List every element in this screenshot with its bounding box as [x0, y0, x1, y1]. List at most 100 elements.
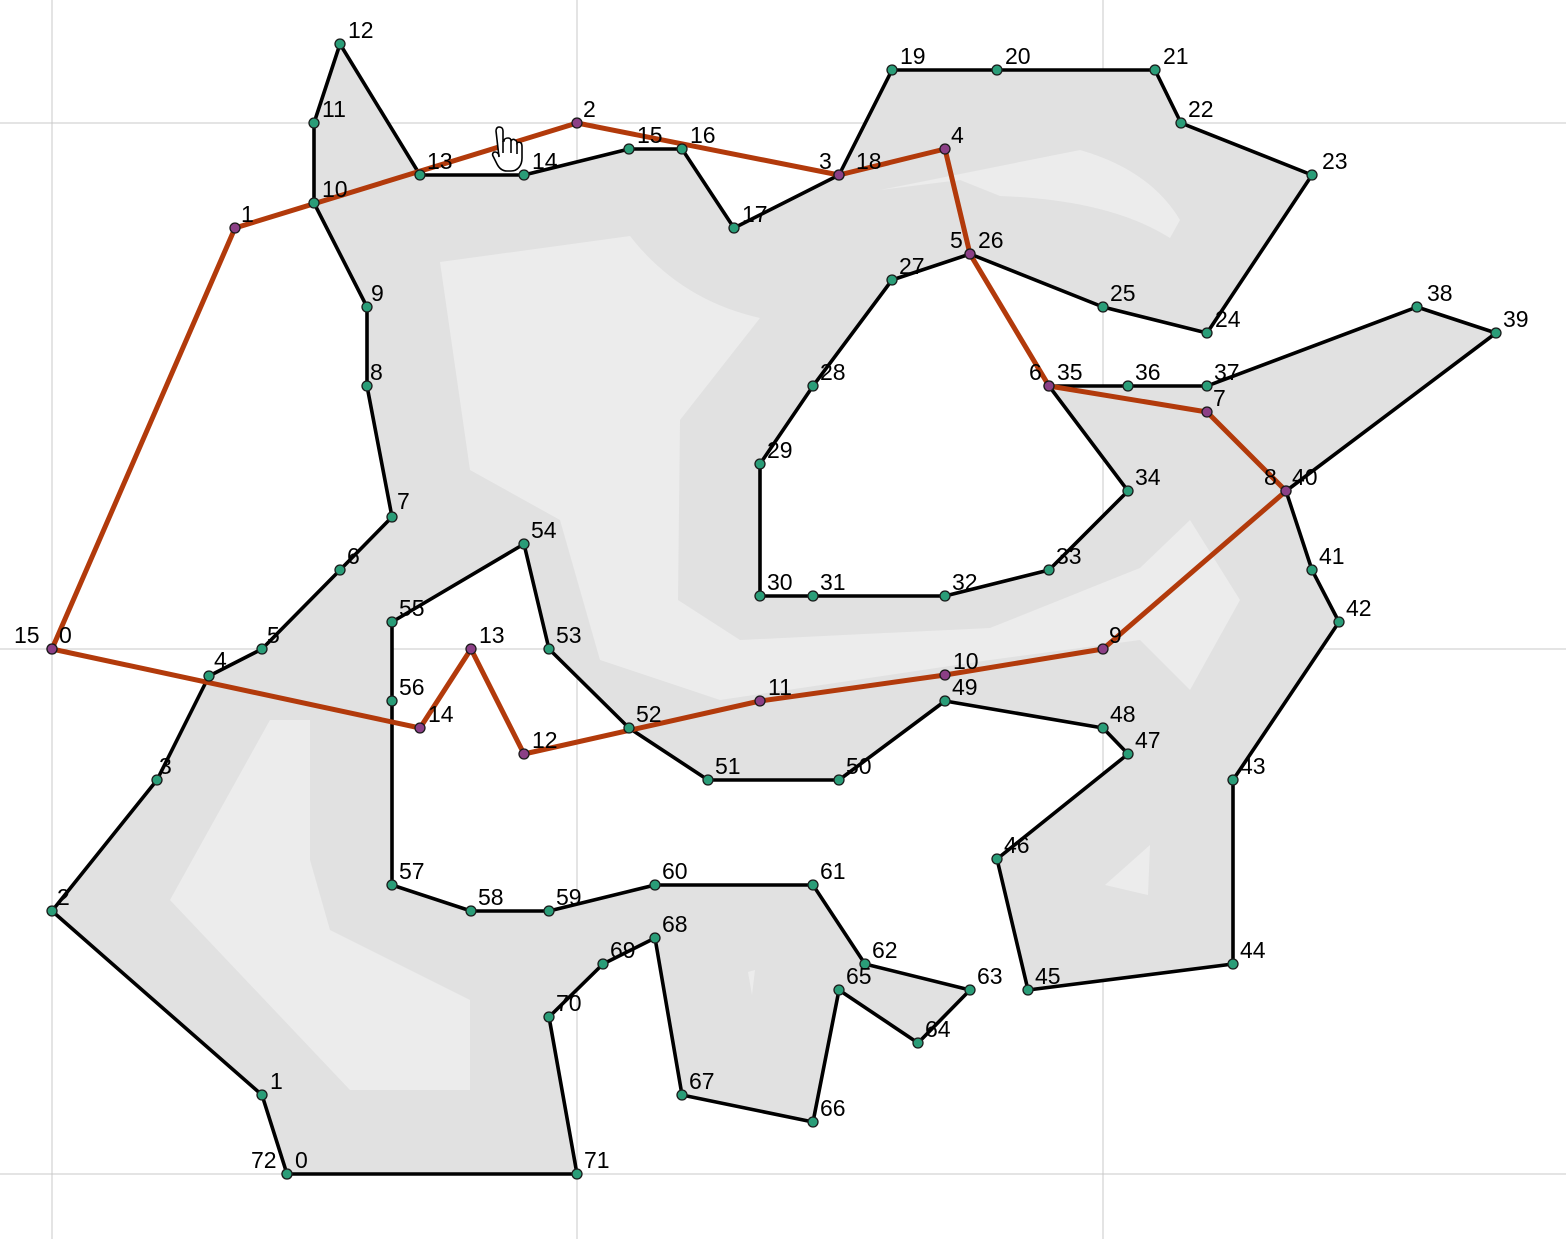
polygon-vertex[interactable]: [623, 143, 635, 155]
polygon-vertex[interactable]: [1122, 748, 1134, 760]
polygon-vertex[interactable]: [1149, 64, 1161, 76]
polygon-vertex[interactable]: [1333, 616, 1345, 628]
polygon-edge: [338, 42, 422, 177]
polygon-vertex[interactable]: [1097, 722, 1109, 734]
route-vertex[interactable]: [229, 222, 241, 234]
polygon-vertex[interactable]: [649, 932, 661, 944]
polygon-vertex[interactable]: [1122, 380, 1134, 392]
polygon-vertex[interactable]: [676, 1089, 688, 1101]
polygon-vertex[interactable]: [151, 774, 163, 786]
polygon-vertex[interactable]: [754, 590, 766, 602]
polygon-vertex[interactable]: [1043, 564, 1055, 576]
polygon-vertex[interactable]: [203, 670, 215, 682]
route-edge: [967, 251, 1052, 389]
polygon-vertex[interactable]: [833, 984, 845, 996]
route-vertex[interactable]: [964, 248, 976, 260]
route-vertex-label: 14: [428, 701, 454, 727]
polygon-vertex[interactable]: [1022, 984, 1034, 996]
polygon-vertex[interactable]: [386, 879, 398, 891]
polygon-vertex[interactable]: [1227, 958, 1239, 970]
polygon-vertex[interactable]: [1097, 301, 1109, 313]
route-vertex[interactable]: [833, 169, 845, 181]
route-vertex[interactable]: [1097, 643, 1109, 655]
polygon-vertex[interactable]: [465, 905, 477, 917]
route-vertex[interactable]: [414, 722, 426, 734]
route-vertex-label: 4: [951, 122, 964, 148]
polygon-vertex[interactable]: [886, 64, 898, 76]
route-vertex[interactable]: [465, 643, 477, 655]
polygon-vertex[interactable]: [543, 1011, 555, 1023]
polygon-vertex-label: 5: [267, 622, 280, 648]
polygon-vertex[interactable]: [807, 590, 819, 602]
route-vertex[interactable]: [46, 643, 58, 655]
polygon-vertex[interactable]: [46, 905, 58, 917]
route-vertex[interactable]: [939, 669, 951, 681]
polygon-vertex[interactable]: [912, 1037, 924, 1049]
polygon-edge: [1153, 68, 1183, 125]
polygon-vertex[interactable]: [597, 958, 609, 970]
route-vertex[interactable]: [1201, 406, 1213, 418]
route-vertex-label: 5: [950, 227, 963, 253]
polygon-vertex[interactable]: [1201, 327, 1213, 339]
polygon-vertex-label: 36: [1135, 359, 1161, 385]
polygon-vertex[interactable]: [518, 538, 530, 550]
polygon-vertex[interactable]: [991, 853, 1003, 865]
polygon-vertex[interactable]: [702, 774, 714, 786]
polygon-vertex[interactable]: [676, 143, 688, 155]
polygon-vertex[interactable]: [386, 616, 398, 628]
polygon-vertex-label: 33: [1056, 543, 1082, 569]
polygon-vertex[interactable]: [1306, 169, 1318, 181]
polygon-vertex-label: 18: [856, 148, 882, 174]
polygon-vertex-label: 7: [397, 488, 410, 514]
polygon-vertex[interactable]: [833, 774, 845, 786]
route-vertex-label: 15: [14, 622, 40, 648]
polygon-vertex[interactable]: [543, 643, 555, 655]
polygon-vertex[interactable]: [256, 643, 268, 655]
polygon-vertex[interactable]: [1306, 564, 1318, 576]
polygon-vertex[interactable]: [1201, 380, 1213, 392]
polygon-edge: [312, 42, 342, 125]
polygon-vertex[interactable]: [886, 274, 898, 286]
polygon-vertex[interactable]: [649, 879, 661, 891]
polygon-vertex[interactable]: [1490, 327, 1502, 339]
polygon-vertex[interactable]: [518, 169, 530, 181]
polygon-vertex[interactable]: [361, 301, 373, 313]
polygon-edge: [811, 883, 867, 966]
polygon-vertex[interactable]: [728, 222, 740, 234]
polygon-vertex[interactable]: [414, 169, 426, 181]
route-vertex[interactable]: [571, 117, 583, 129]
polygon-vertex[interactable]: [807, 1116, 819, 1128]
polygon-vertex[interactable]: [543, 905, 555, 917]
polygon-vertex[interactable]: [1411, 301, 1423, 313]
polygon-vertex[interactable]: [308, 197, 320, 209]
polygon-vertex[interactable]: [1175, 117, 1187, 129]
polygon-vertex[interactable]: [807, 879, 819, 891]
polygon-vertex[interactable]: [939, 695, 951, 707]
polygon-vertex[interactable]: [1227, 774, 1239, 786]
polygon-vertex[interactable]: [754, 458, 766, 470]
polygon-vertex[interactable]: [361, 380, 373, 392]
polygon-vertex[interactable]: [281, 1168, 293, 1180]
route-vertex[interactable]: [754, 695, 766, 707]
polygon-vertex[interactable]: [939, 590, 951, 602]
polygon-edge: [890, 252, 972, 282]
polygon-vertex[interactable]: [991, 64, 1003, 76]
polygon-vertex[interactable]: [308, 117, 320, 129]
route-vertex[interactable]: [939, 143, 951, 155]
polygon-vertex[interactable]: [256, 1089, 268, 1101]
route-vertex[interactable]: [518, 748, 530, 760]
route-vertex[interactable]: [1043, 380, 1055, 392]
polygon-vertex[interactable]: [807, 380, 819, 392]
route-vertex[interactable]: [1280, 485, 1292, 497]
polygon-vertex[interactable]: [386, 695, 398, 707]
polygon-vertex[interactable]: [571, 1168, 583, 1180]
polygon-vertex[interactable]: [859, 958, 871, 970]
route-vertex-label: 13: [479, 622, 505, 648]
polygon-vertex[interactable]: [334, 38, 346, 50]
polygon-vertex[interactable]: [623, 722, 635, 734]
polygon-vertex[interactable]: [964, 984, 976, 996]
polygon-vertex[interactable]: [386, 511, 398, 523]
polygon-vertex[interactable]: [1122, 485, 1134, 497]
polygon-vertex-label: 31: [820, 569, 846, 595]
polygon-vertex[interactable]: [334, 564, 346, 576]
